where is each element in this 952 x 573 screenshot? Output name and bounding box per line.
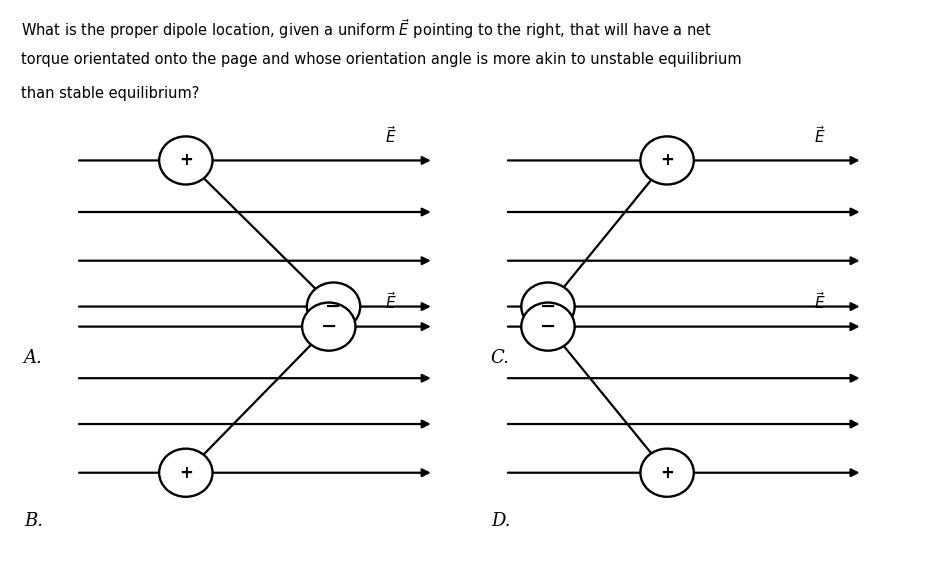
Ellipse shape (521, 282, 574, 331)
Text: $\vec{E}$: $\vec{E}$ (813, 125, 824, 146)
Text: +: + (660, 464, 673, 482)
Text: torque orientated onto the page and whose orientation angle is more akin to unst: torque orientated onto the page and whos… (21, 52, 741, 66)
Ellipse shape (521, 303, 574, 351)
Text: −: − (539, 297, 556, 316)
Text: +: + (179, 464, 192, 482)
Text: A.: A. (24, 349, 43, 367)
Text: What is the proper dipole location, given a uniform $\vec{E}$ pointing to the ri: What is the proper dipole location, give… (21, 17, 711, 41)
Ellipse shape (159, 449, 212, 497)
Text: C.: C. (490, 349, 509, 367)
Text: +: + (660, 151, 673, 170)
Text: $\vec{E}$: $\vec{E}$ (385, 125, 396, 146)
Ellipse shape (307, 282, 360, 331)
Text: −: − (539, 317, 556, 336)
Text: B.: B. (24, 512, 43, 531)
Ellipse shape (302, 303, 355, 351)
Text: $\vec{E}$: $\vec{E}$ (385, 291, 396, 312)
Text: D.: D. (490, 512, 509, 531)
Ellipse shape (159, 136, 212, 185)
Text: $\vec{E}$: $\vec{E}$ (813, 291, 824, 312)
Ellipse shape (640, 136, 693, 185)
Text: than stable equilibrium?: than stable equilibrium? (21, 86, 199, 101)
Text: −: − (325, 297, 342, 316)
Text: +: + (179, 151, 192, 170)
Text: −: − (320, 317, 337, 336)
Ellipse shape (640, 449, 693, 497)
